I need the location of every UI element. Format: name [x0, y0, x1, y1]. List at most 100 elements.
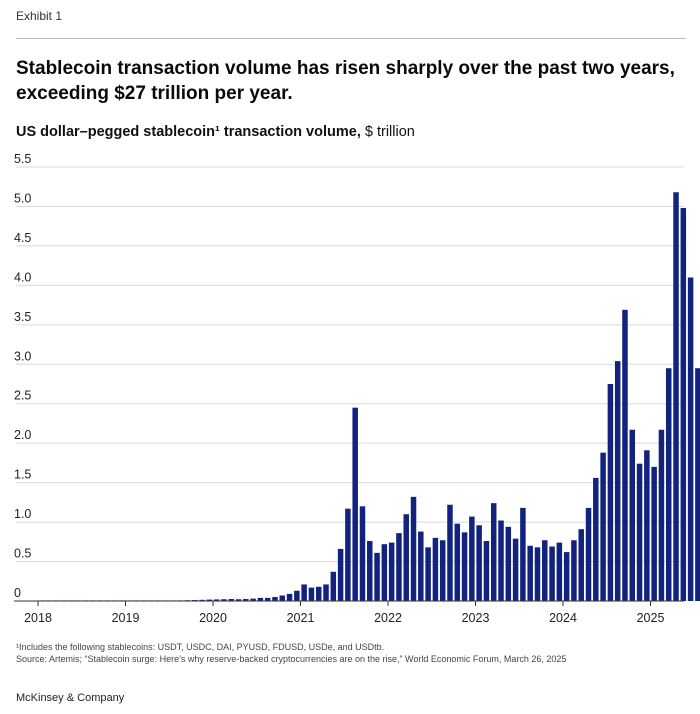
subtitle-measure: US dollar–pegged stablecoin¹ transaction… — [16, 124, 361, 140]
bar — [250, 598, 256, 601]
bar — [447, 504, 453, 601]
bar — [687, 277, 694, 601]
bar — [439, 540, 446, 601]
top-divider — [16, 38, 686, 39]
bar — [563, 552, 570, 601]
x-tick-label: 2018 — [24, 611, 52, 625]
bar-chart: 0 0.5 1.0 1.5 2.0 2.5 3.0 3.5 4.0 4.5 5.0 5.5 2018 20… — [14, 152, 700, 625]
y-tick-label: 3.0 — [14, 349, 31, 363]
x-tick-label: 2025 — [637, 611, 665, 625]
bar — [337, 548, 344, 601]
bar — [286, 593, 293, 601]
footnote-source: Source: Artemis; “Stablecoin surge: Here… — [16, 654, 567, 664]
x-tick-label: 2020 — [199, 611, 227, 625]
brand-name: McKinsey & Company — [16, 692, 125, 704]
bar — [542, 540, 548, 601]
bar — [607, 384, 614, 601]
bar — [695, 368, 700, 601]
y-tick-label: 1.5 — [14, 468, 31, 482]
bar — [381, 544, 388, 601]
bar — [483, 541, 490, 601]
bar — [403, 514, 409, 601]
bar — [294, 590, 300, 601]
bar — [578, 529, 584, 601]
bar — [614, 361, 621, 601]
y-tick-label: 2.5 — [14, 389, 31, 403]
y-tick-label: 5.0 — [14, 191, 31, 205]
bar — [549, 546, 555, 601]
bar — [418, 531, 424, 601]
bar — [469, 516, 475, 601]
x-tick-label: 2019 — [112, 611, 140, 625]
y-tick-label: 5.5 — [14, 152, 31, 166]
bar — [556, 542, 563, 601]
bar — [651, 466, 657, 601]
bar — [315, 586, 322, 601]
bar — [206, 599, 213, 601]
bar — [600, 452, 606, 601]
bar — [585, 507, 592, 601]
bar — [359, 506, 366, 601]
bar — [308, 587, 315, 601]
bar — [199, 599, 205, 601]
chart-subtitle: US dollar–pegged stablecoin¹ transaction… — [16, 124, 415, 140]
bar — [673, 192, 679, 601]
bar — [593, 477, 599, 601]
bar — [622, 309, 628, 601]
bar — [221, 599, 227, 601]
bar — [243, 599, 249, 601]
bar — [323, 584, 329, 601]
y-tick-label: 0.5 — [14, 547, 31, 561]
bar — [345, 508, 351, 601]
y-tick-label: 4.5 — [14, 231, 31, 245]
bar — [410, 496, 417, 601]
y-tick-label: 0 — [14, 586, 21, 600]
x-tick-label: 2024 — [549, 611, 577, 625]
exhibit-label: Exhibit 1 — [16, 9, 63, 23]
bar — [367, 541, 373, 601]
x-tick-label: 2022 — [374, 611, 402, 625]
chart-title: Stablecoin transaction volume has risen … — [16, 58, 675, 104]
bar — [527, 545, 533, 601]
bar — [279, 595, 286, 601]
bar — [680, 208, 687, 602]
bar — [272, 597, 278, 601]
y-tick-label: 2.0 — [14, 428, 31, 442]
bar — [644, 450, 650, 601]
bar — [571, 540, 577, 601]
x-tick-label: 2023 — [462, 611, 490, 625]
subtitle-unit: $ trillion — [360, 124, 415, 140]
bar — [432, 537, 439, 601]
bar — [454, 523, 461, 601]
bar — [425, 547, 431, 601]
bar — [228, 599, 234, 601]
bar — [520, 507, 526, 601]
bar — [257, 597, 264, 601]
bar — [235, 599, 242, 601]
bar — [629, 429, 636, 601]
bar — [505, 526, 512, 601]
bar — [461, 532, 468, 601]
bar — [490, 503, 497, 601]
bar — [213, 599, 220, 601]
bar — [301, 584, 307, 601]
bar — [498, 520, 504, 601]
y-tick-label: 3.5 — [14, 310, 31, 324]
bar — [534, 547, 541, 601]
bar — [388, 542, 395, 601]
bar — [374, 552, 380, 601]
x-tick-label: 2021 — [287, 611, 315, 625]
bar — [396, 533, 402, 601]
bar — [330, 571, 337, 601]
bar — [264, 597, 271, 601]
bar — [658, 429, 665, 601]
bar — [476, 525, 482, 601]
bar — [665, 368, 672, 601]
footnote: ¹Includes the following stablecoins: USD… — [16, 641, 686, 665]
y-tick-label: 1.0 — [14, 507, 31, 521]
y-tick-label: 4.0 — [14, 270, 31, 284]
bar — [636, 463, 643, 601]
footnote-stablecoins: ¹Includes the following stablecoins: USD… — [16, 642, 385, 652]
bar — [512, 538, 519, 601]
bar — [352, 407, 358, 601]
